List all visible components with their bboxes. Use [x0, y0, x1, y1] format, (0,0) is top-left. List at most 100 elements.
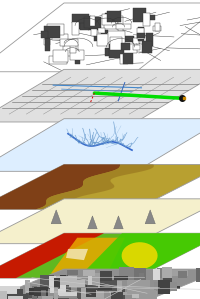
Polygon shape — [78, 233, 200, 278]
Polygon shape — [66, 249, 88, 260]
Polygon shape — [45, 38, 50, 51]
Polygon shape — [153, 26, 161, 31]
Polygon shape — [78, 16, 91, 29]
Polygon shape — [114, 276, 128, 280]
Polygon shape — [0, 164, 120, 209]
Polygon shape — [105, 13, 119, 20]
Polygon shape — [120, 54, 128, 64]
Polygon shape — [72, 14, 89, 22]
Polygon shape — [157, 268, 162, 277]
Polygon shape — [77, 292, 100, 299]
Polygon shape — [123, 51, 133, 64]
Polygon shape — [97, 34, 109, 46]
Polygon shape — [158, 280, 170, 294]
Polygon shape — [86, 285, 96, 297]
Polygon shape — [70, 43, 76, 53]
Polygon shape — [136, 282, 140, 292]
Polygon shape — [119, 267, 134, 280]
Polygon shape — [111, 292, 123, 299]
Polygon shape — [44, 39, 50, 45]
Polygon shape — [72, 22, 79, 35]
Polygon shape — [137, 33, 145, 38]
Polygon shape — [50, 288, 66, 293]
Polygon shape — [49, 276, 66, 288]
Polygon shape — [146, 33, 153, 46]
Polygon shape — [136, 44, 150, 52]
Polygon shape — [0, 298, 20, 299]
Polygon shape — [59, 292, 78, 296]
Polygon shape — [54, 288, 58, 299]
Polygon shape — [53, 50, 68, 62]
Polygon shape — [159, 282, 167, 290]
Polygon shape — [0, 3, 200, 72]
Polygon shape — [88, 216, 97, 229]
Polygon shape — [114, 216, 123, 229]
Polygon shape — [51, 238, 125, 274]
Polygon shape — [0, 233, 200, 278]
Polygon shape — [172, 270, 188, 276]
Polygon shape — [94, 35, 110, 42]
Polygon shape — [162, 267, 172, 277]
Polygon shape — [120, 48, 130, 60]
Polygon shape — [120, 288, 125, 299]
Polygon shape — [103, 277, 114, 290]
Polygon shape — [132, 289, 139, 298]
Polygon shape — [102, 14, 118, 25]
Polygon shape — [98, 28, 105, 33]
Polygon shape — [4, 294, 28, 299]
Polygon shape — [87, 285, 98, 289]
Polygon shape — [104, 18, 120, 29]
Polygon shape — [133, 45, 140, 50]
Polygon shape — [0, 164, 200, 209]
Polygon shape — [137, 28, 144, 39]
Polygon shape — [108, 31, 125, 44]
Polygon shape — [49, 56, 67, 64]
Polygon shape — [163, 277, 172, 284]
Polygon shape — [92, 273, 100, 288]
Polygon shape — [83, 270, 95, 276]
Polygon shape — [0, 269, 200, 299]
Polygon shape — [56, 52, 67, 62]
Polygon shape — [70, 50, 84, 60]
Polygon shape — [101, 30, 108, 39]
Polygon shape — [139, 273, 144, 277]
Polygon shape — [17, 289, 23, 299]
Polygon shape — [77, 283, 90, 291]
Polygon shape — [97, 280, 117, 291]
Polygon shape — [100, 271, 112, 281]
Polygon shape — [0, 119, 200, 171]
Polygon shape — [56, 276, 77, 285]
Polygon shape — [0, 199, 200, 244]
Polygon shape — [165, 286, 180, 289]
Polygon shape — [153, 269, 160, 280]
Polygon shape — [90, 16, 95, 26]
Polygon shape — [32, 286, 37, 299]
Polygon shape — [107, 33, 124, 42]
Polygon shape — [110, 292, 133, 295]
Polygon shape — [145, 210, 155, 224]
Polygon shape — [81, 288, 104, 299]
Polygon shape — [69, 280, 85, 287]
Polygon shape — [34, 287, 48, 296]
Polygon shape — [139, 290, 156, 299]
Polygon shape — [0, 233, 104, 278]
Polygon shape — [143, 15, 155, 20]
Polygon shape — [52, 34, 68, 40]
Polygon shape — [54, 278, 60, 289]
Polygon shape — [22, 298, 32, 299]
Polygon shape — [52, 298, 69, 299]
Polygon shape — [124, 44, 137, 53]
Polygon shape — [41, 31, 48, 38]
Polygon shape — [0, 69, 200, 122]
Polygon shape — [0, 291, 7, 299]
Polygon shape — [41, 289, 46, 296]
Polygon shape — [196, 268, 200, 282]
Polygon shape — [155, 23, 160, 31]
Polygon shape — [109, 281, 122, 293]
Polygon shape — [42, 296, 53, 299]
Polygon shape — [127, 280, 150, 294]
Polygon shape — [133, 38, 139, 51]
Polygon shape — [47, 24, 64, 35]
Polygon shape — [0, 286, 20, 299]
Polygon shape — [25, 280, 30, 293]
